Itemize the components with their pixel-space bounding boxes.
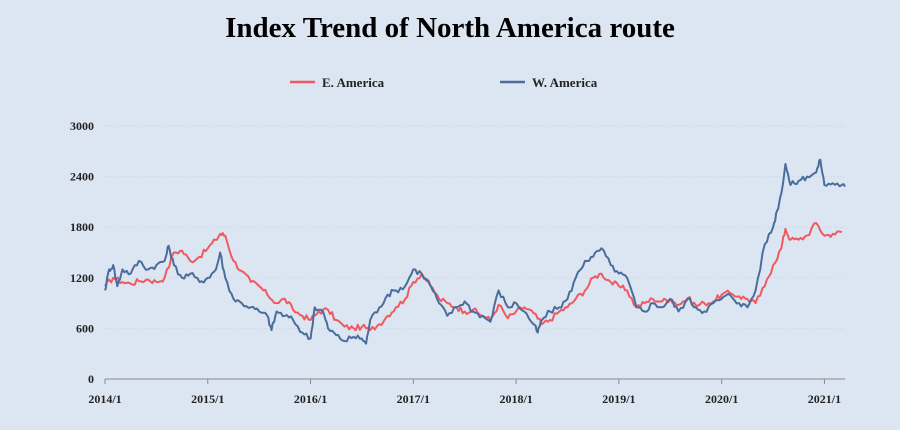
x-tick-label: 2016/1 bbox=[294, 392, 327, 406]
gridlines bbox=[104, 125, 845, 384]
y-tick-label: 1200 bbox=[70, 271, 94, 285]
y-tick-label: 0 bbox=[88, 372, 94, 386]
x-tick-labels: 2014/1 2015/1 2016/1 2017/1 2018/1 2019/1 2020… bbox=[88, 392, 841, 406]
x-tick-label: 2014/1 bbox=[88, 392, 121, 406]
y-tick-label: 1800 bbox=[70, 220, 94, 234]
series-line-w-america bbox=[104, 158, 846, 345]
x-tick-label: 2015/1 bbox=[191, 392, 224, 406]
x-tick-label: 2019/1 bbox=[602, 392, 635, 406]
series-line-e-america bbox=[104, 222, 843, 332]
y-tick-labels: 0 600 1200 1800 2400 3000 bbox=[70, 119, 94, 386]
x-tick-label: 2017/1 bbox=[397, 392, 430, 406]
legend-label-w-america: W. America bbox=[532, 75, 598, 90]
y-tick-label: 3000 bbox=[70, 119, 94, 133]
y-tick-label: 2400 bbox=[70, 170, 94, 184]
x-tick-label: 2021/1 bbox=[808, 392, 841, 406]
legend-label-e-america: E. America bbox=[322, 75, 385, 90]
series-lines bbox=[104, 158, 846, 345]
legend: E. America W. America bbox=[290, 75, 598, 90]
x-tick-label: 2020/1 bbox=[705, 392, 738, 406]
x-tick-label: 2018/1 bbox=[499, 392, 532, 406]
y-tick-label: 600 bbox=[76, 321, 94, 335]
chart-title: Index Trend of North America route bbox=[225, 12, 675, 44]
